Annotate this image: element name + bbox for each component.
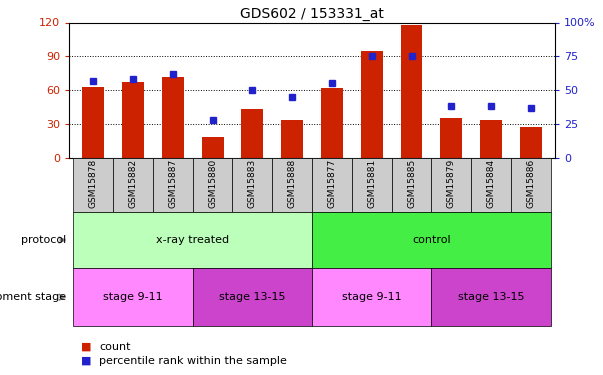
Bar (431, 268, 551, 326)
Bar (352, 158, 391, 212)
Bar (193, 268, 312, 326)
Bar (201, 137, 224, 158)
Text: GSM15880: GSM15880 (208, 159, 217, 208)
Text: GSM15888: GSM15888 (288, 159, 297, 208)
Text: GSM15877: GSM15877 (327, 159, 336, 208)
Bar (471, 158, 511, 212)
Bar (233, 158, 273, 212)
Bar (480, 120, 502, 158)
Bar (74, 268, 193, 326)
Bar (312, 158, 352, 212)
Text: count: count (99, 342, 131, 352)
Bar (162, 76, 184, 158)
Bar (74, 212, 312, 268)
Bar (440, 118, 463, 158)
Bar (391, 158, 431, 212)
Bar (520, 127, 542, 158)
Text: protocol: protocol (21, 235, 66, 245)
Bar (361, 51, 383, 158)
Text: stage 13-15: stage 13-15 (219, 292, 286, 302)
Text: GSM15882: GSM15882 (128, 159, 137, 208)
Text: stage 13-15: stage 13-15 (458, 292, 525, 302)
Text: ■: ■ (81, 356, 92, 366)
Text: GSM15881: GSM15881 (367, 159, 376, 208)
Bar (273, 158, 312, 212)
Bar (193, 158, 233, 212)
Text: stage 9-11: stage 9-11 (103, 292, 163, 302)
Bar (511, 158, 551, 212)
Text: GSM15878: GSM15878 (89, 159, 98, 208)
Bar (431, 158, 471, 212)
Text: GSM15883: GSM15883 (248, 159, 257, 208)
Text: GSM15887: GSM15887 (168, 159, 177, 208)
Bar (281, 120, 303, 158)
Text: percentile rank within the sample: percentile rank within the sample (99, 356, 288, 366)
Text: stage 9-11: stage 9-11 (342, 292, 402, 302)
Text: GSM15886: GSM15886 (526, 159, 535, 208)
Bar (241, 109, 264, 158)
Bar (74, 158, 113, 212)
Title: GDS602 / 153331_at: GDS602 / 153331_at (240, 8, 384, 21)
Text: GSM15879: GSM15879 (447, 159, 456, 208)
Bar (321, 88, 343, 158)
Text: x-ray treated: x-ray treated (156, 235, 229, 245)
Bar (312, 268, 431, 326)
Text: development stage: development stage (0, 292, 66, 302)
Text: ■: ■ (81, 342, 92, 352)
Bar (400, 25, 423, 158)
Text: control: control (412, 235, 450, 245)
Bar (312, 212, 551, 268)
Bar (122, 82, 144, 158)
Bar (82, 87, 104, 158)
Bar (153, 158, 193, 212)
Bar (113, 158, 153, 212)
Text: GSM15885: GSM15885 (407, 159, 416, 208)
Text: GSM15884: GSM15884 (487, 159, 496, 208)
